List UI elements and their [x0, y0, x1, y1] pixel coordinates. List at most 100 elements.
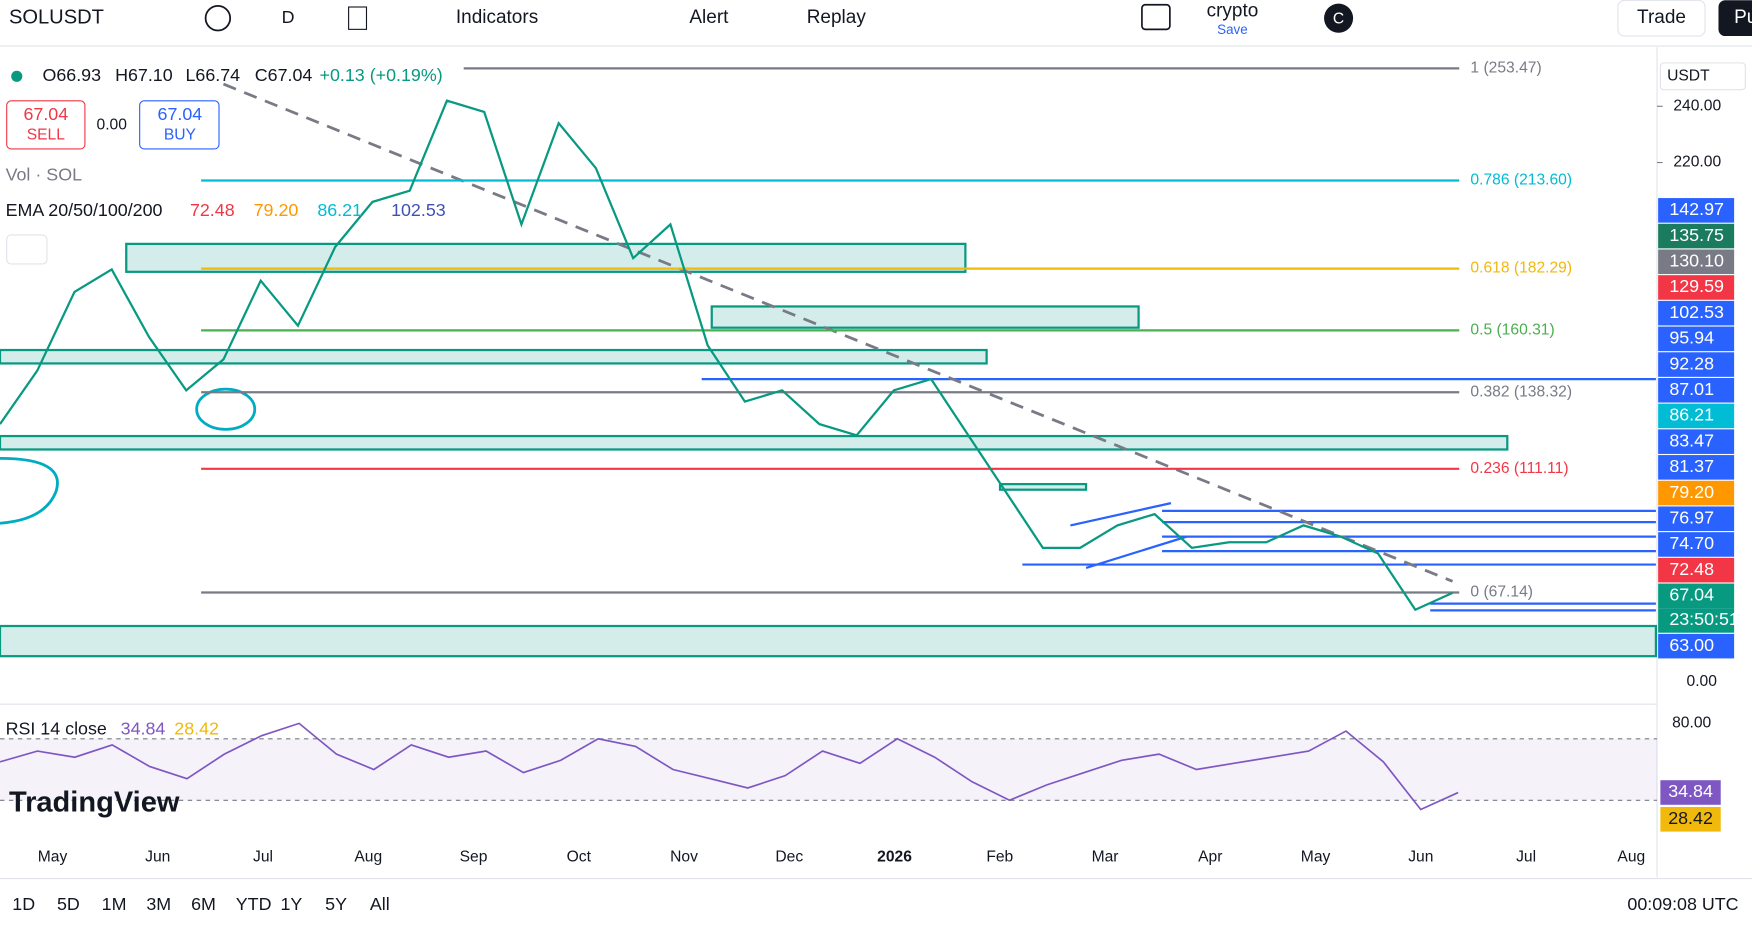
x-tick-label: May	[38, 848, 68, 865]
price-badge-text: 86.21	[1669, 405, 1714, 425]
price-badge-text: 63.00	[1669, 635, 1714, 655]
range-button[interactable]: 1Y	[280, 894, 302, 914]
layout-name[interactable]: crypto	[1207, 0, 1259, 21]
volume-axis-label: 0.00	[1687, 673, 1718, 690]
price-badge-text: 95.94	[1669, 328, 1714, 348]
interval[interactable]: D	[282, 7, 295, 27]
price-badge-text: 102.53	[1669, 302, 1724, 322]
rsi-title: RSI 14 close	[6, 719, 107, 739]
zone	[0, 348, 988, 365]
range-button[interactable]: 5D	[57, 894, 80, 914]
price-badge	[1658, 480, 1735, 506]
x-tick-label: Nov	[670, 848, 698, 865]
zone	[0, 624, 1658, 658]
price-badge	[1658, 557, 1735, 583]
price-badge-text: 23:50:51	[1669, 609, 1739, 629]
price-badge	[1658, 403, 1735, 429]
fib-label: 0.382 (138.32)	[1470, 383, 1572, 400]
x-tick-label: Jul	[253, 848, 273, 865]
legend-high: H67.10	[115, 65, 173, 85]
ema-value: 79.20	[254, 200, 299, 220]
trend-line	[1085, 535, 1187, 569]
price-badge	[1658, 223, 1735, 249]
ema-value: 72.48	[190, 200, 235, 220]
range-button[interactable]: 3M	[146, 894, 171, 914]
rsi-badge-text: 34.84	[1668, 781, 1713, 801]
circle-drawing	[195, 387, 257, 431]
price-badge-text: 76.97	[1669, 507, 1714, 527]
fib-label: 0.618 (182.29)	[1470, 260, 1572, 277]
publish-button[interactable]	[1718, 0, 1752, 37]
dashed-trend	[222, 82, 1454, 583]
price-badge-text: 67.04	[1669, 585, 1714, 605]
x-tick-label: Oct	[567, 848, 592, 865]
x-tick-label: Jun	[145, 848, 170, 865]
x-tick-label: Apr	[1198, 848, 1222, 865]
buy-button[interactable]	[139, 100, 220, 150]
buy: BUY	[164, 127, 197, 144]
price-badge	[1658, 198, 1735, 223]
x-tick-label: Feb	[986, 848, 1013, 865]
ema-value: 102.53	[391, 200, 446, 220]
replay[interactable]: Replay	[807, 7, 867, 28]
x-tick-label: Aug	[1617, 848, 1645, 865]
layout-icon[interactable]	[1141, 3, 1171, 31]
legend-change: +0.13 (+0.19%)	[320, 65, 443, 85]
price-badge	[1658, 455, 1735, 480]
buy-price: 67.04	[158, 104, 203, 124]
fib-label: 0.236 (111.11)	[1470, 460, 1568, 477]
range-button[interactable]: 6M	[191, 894, 216, 914]
price-badge	[1658, 275, 1735, 300]
indicators[interactable]: Indicators	[456, 7, 538, 28]
fib-label: 0.786 (213.60)	[1470, 172, 1572, 189]
chart-type[interactable]	[348, 6, 368, 30]
price-badge-text: 129.59	[1669, 276, 1724, 296]
sell: SELL	[27, 127, 66, 144]
spread: 0.00	[97, 117, 128, 134]
zone	[125, 242, 967, 273]
x-tick-label: Jul	[1516, 848, 1536, 865]
symbol[interactable]: SOLUSDT	[9, 6, 104, 28]
price-line	[0, 99, 1454, 612]
range-button[interactable]: YTD	[236, 894, 272, 914]
range-button[interactable]: All	[370, 894, 390, 914]
avatar[interactable]	[1324, 3, 1354, 33]
currency-select[interactable]	[1659, 62, 1746, 91]
zones	[0, 242, 1658, 658]
status-dot	[11, 70, 23, 82]
range-button[interactable]: 5Y	[325, 894, 347, 914]
toolbar	[0, 0, 1752, 45]
trade-button[interactable]	[1617, 0, 1706, 37]
sell-button[interactable]	[6, 100, 86, 150]
y-tick-label: 220.00	[1673, 154, 1721, 171]
price-badge	[1658, 249, 1735, 275]
zone	[710, 305, 1140, 329]
circle-drawing	[0, 457, 59, 525]
price-badge	[1658, 352, 1735, 377]
collapse[interactable]	[6, 234, 48, 265]
x-tick-label: May	[1301, 848, 1331, 865]
legend-open: O66.93	[42, 65, 101, 85]
price-badge	[1658, 300, 1735, 326]
fib-label: 1 (253.47)	[1470, 60, 1541, 77]
clock: 00:09:08 UTC	[1627, 894, 1738, 914]
rsi-band	[0, 738, 1658, 801]
price-badge	[1658, 429, 1735, 454]
alert[interactable]: Alert	[689, 7, 729, 28]
save[interactable]: Save	[1217, 22, 1248, 37]
price-badge	[1658, 532, 1735, 557]
price-badge-text: 142.97	[1669, 199, 1724, 219]
price-badge-text: 79.20	[1669, 482, 1714, 502]
price-badge-text: 83.47	[1669, 430, 1714, 450]
price-badge	[1658, 506, 1735, 532]
add-symbol[interactable]	[204, 4, 232, 32]
price-badge-text: 87.01	[1669, 379, 1714, 399]
range-button[interactable]: 1M	[102, 894, 127, 914]
price-badge-text: 74.70	[1669, 533, 1714, 553]
range-button[interactable]: 1D	[12, 894, 35, 914]
price-badge-text: 92.28	[1669, 353, 1714, 373]
price-badge	[1658, 633, 1735, 659]
zone	[0, 434, 1509, 451]
trend-line	[1070, 502, 1172, 527]
